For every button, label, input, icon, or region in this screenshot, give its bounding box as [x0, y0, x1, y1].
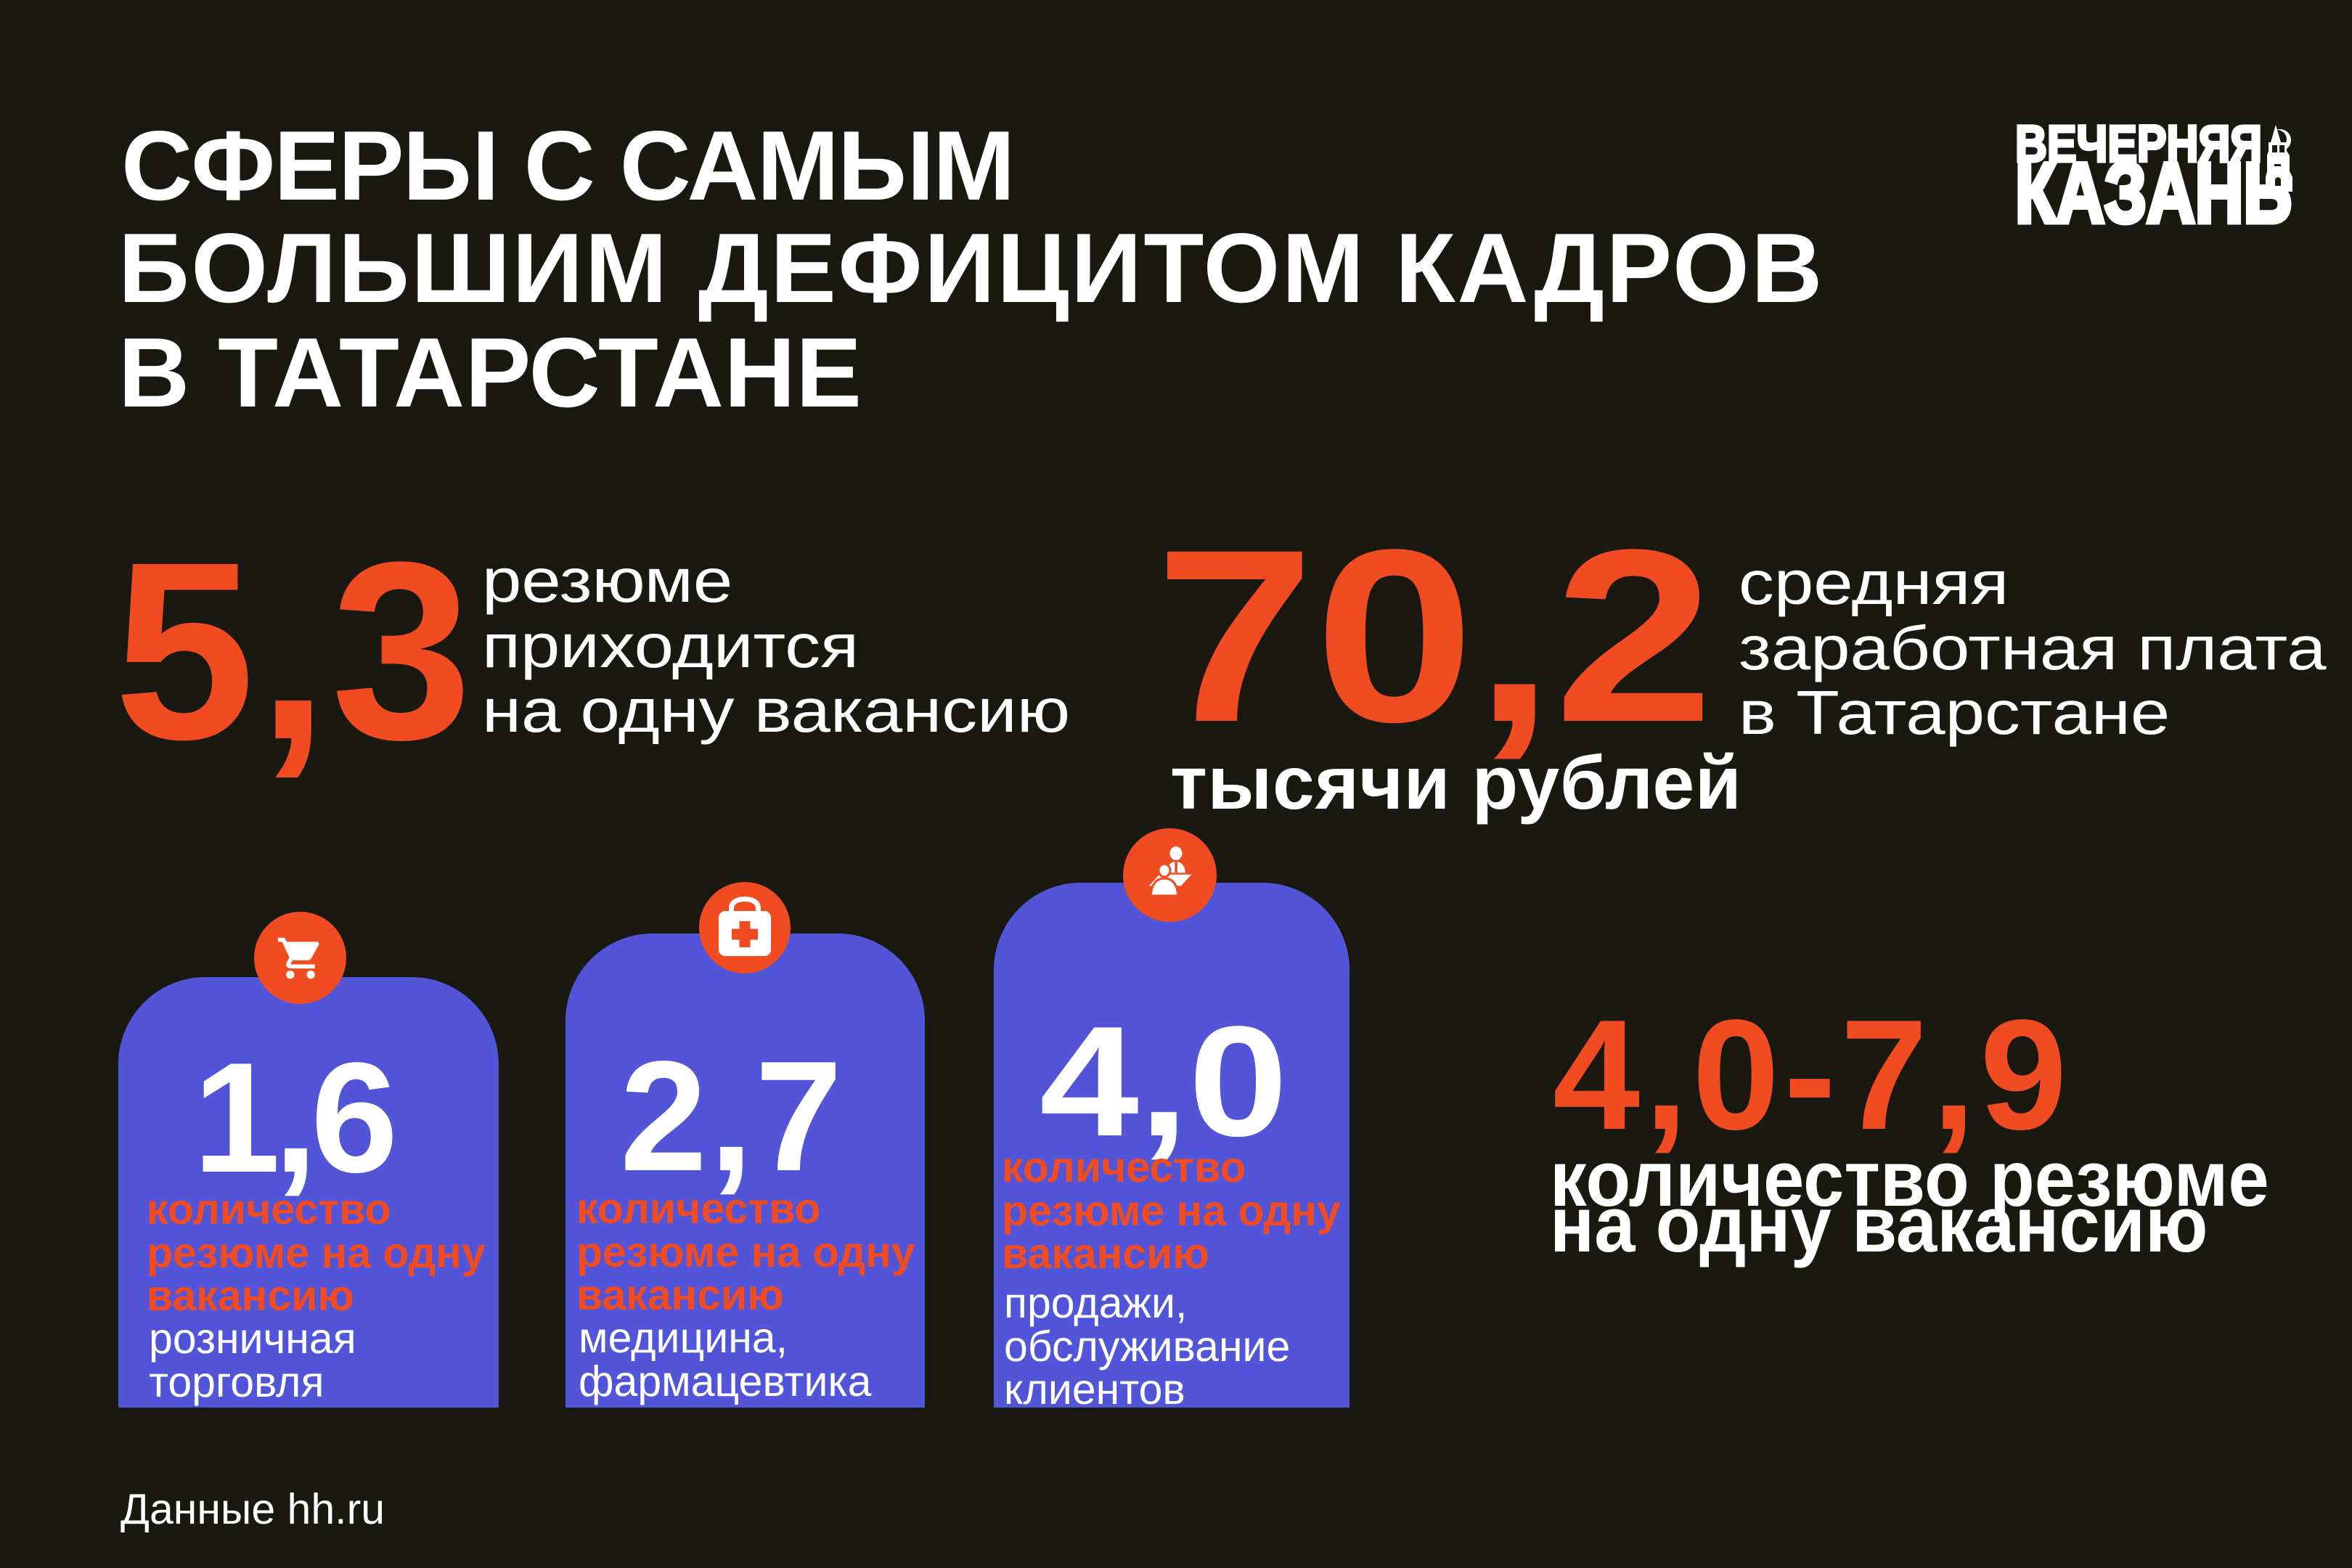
svg-text:ВЕЧЕРНЯЯ: ВЕЧЕРНЯЯ: [2015, 116, 2262, 173]
svg-text:КАЗАНЬ: КАЗАНЬ: [2015, 145, 2292, 240]
